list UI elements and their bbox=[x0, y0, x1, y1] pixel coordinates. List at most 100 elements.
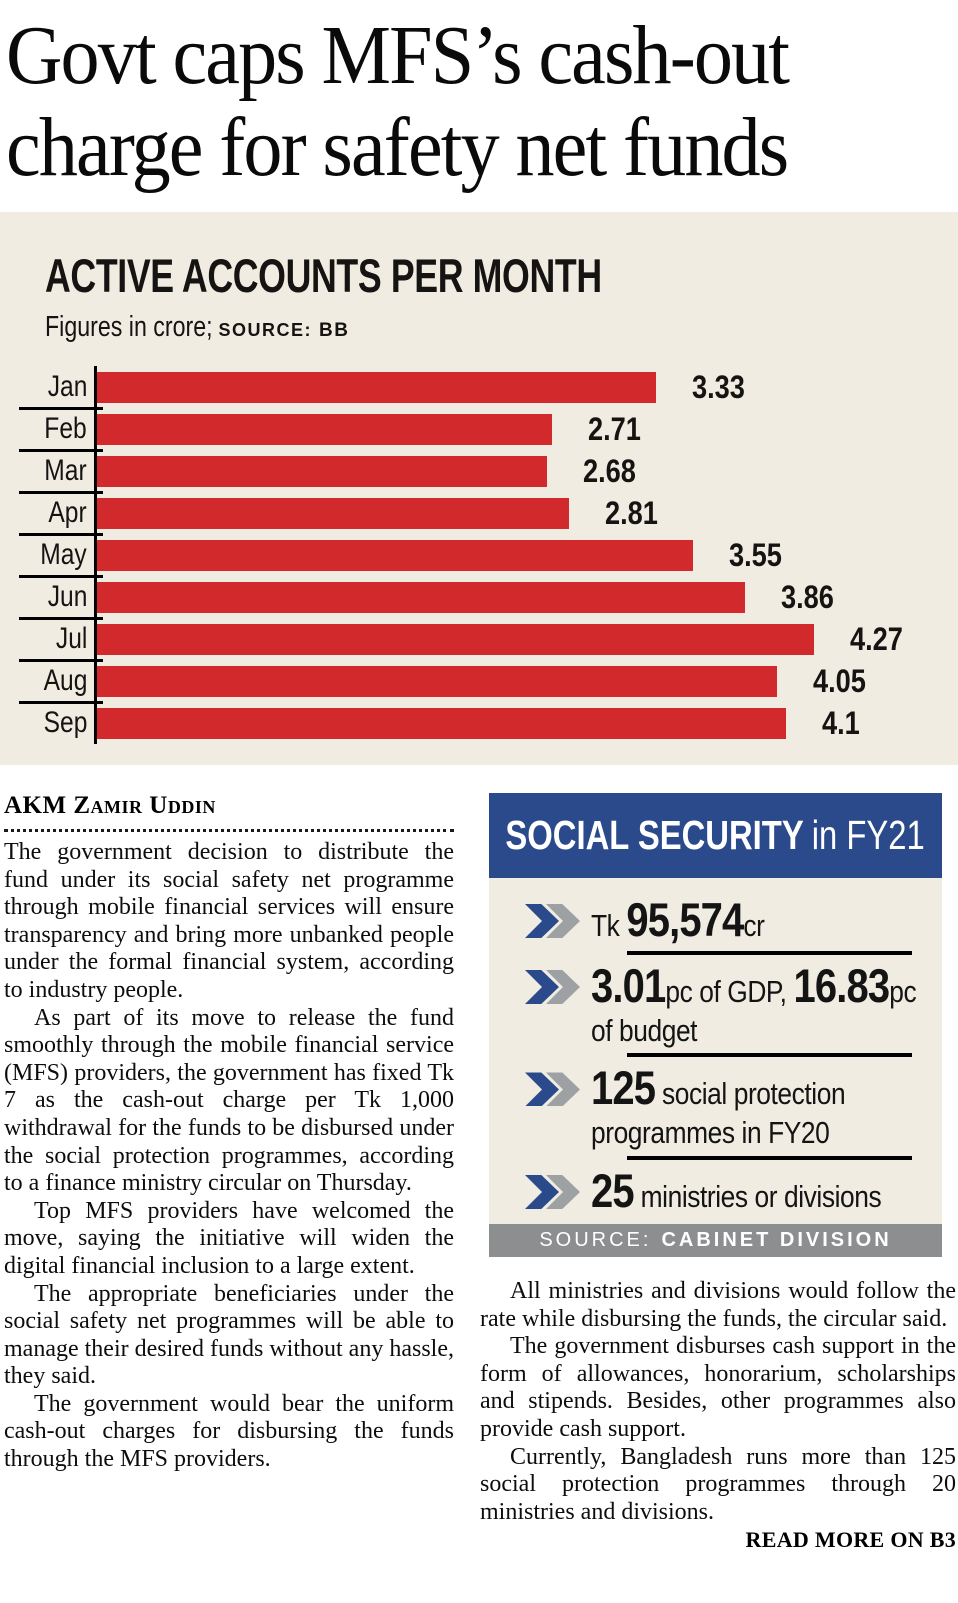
headline-line-1: Govt caps MFS’s cash-out bbox=[6, 9, 790, 102]
headline-block: Govt caps MFS’s cash-out charge for safe… bbox=[0, 0, 958, 212]
category-label: Jun bbox=[19, 574, 103, 618]
category-label: Jul bbox=[19, 616, 103, 660]
stat-text: 3.01pc of GDP, 16.83pc of budget bbox=[591, 958, 942, 1047]
stat-label: of budget bbox=[591, 1012, 698, 1048]
bar bbox=[97, 707, 786, 739]
chart-title: ACTIVE ACCOUNTS PER MONTH bbox=[45, 249, 602, 302]
stat-line: of budget bbox=[591, 1015, 916, 1047]
category-label-text: Mar bbox=[44, 454, 87, 487]
chart-source-value: BB bbox=[319, 320, 350, 341]
infobox-body: Tk 95,574cr 3.01pc of GDP, 16.83pc of budg… bbox=[489, 878, 942, 1224]
chart-row: Mar 2.68 bbox=[19, 448, 958, 492]
chart-subtitle: Figures in crore; SOURCE: BB bbox=[45, 311, 958, 344]
stat-divider bbox=[627, 1156, 912, 1161]
article-columns: AKM Zamir Uddin The government decision … bbox=[0, 765, 958, 1553]
paragraph: As part of its move to release the fund … bbox=[4, 1004, 454, 1197]
bar-value-label: 3.33 bbox=[692, 368, 745, 405]
infobox-source-bar: SOURCE: CABINET DIVISION bbox=[489, 1224, 942, 1257]
category-label-text: Apr bbox=[48, 496, 87, 529]
stat-line: 3.01pc of GDP, 16.83pc bbox=[591, 958, 917, 1012]
bar bbox=[97, 581, 745, 613]
chart-units-note: Figures in crore; bbox=[45, 311, 213, 343]
category-label-text: Sep bbox=[43, 706, 87, 739]
bar-value-label: 4.05 bbox=[813, 662, 866, 699]
stat-line: 25 ministries or divisions bbox=[591, 1164, 882, 1218]
bar-value-label: 3.55 bbox=[729, 536, 782, 573]
stat-item: 25 ministries or divisions bbox=[525, 1167, 912, 1215]
chart-row: May 3.55 bbox=[19, 532, 958, 576]
stat-label: social protection bbox=[655, 1076, 846, 1112]
paragraph: Top MFS providers have welcomed the move… bbox=[4, 1197, 454, 1279]
category-label-text: Feb bbox=[44, 412, 87, 445]
bar bbox=[97, 497, 569, 529]
bar-value-label: 4.27 bbox=[850, 620, 903, 657]
bar bbox=[97, 539, 693, 571]
infobox-header: SOCIAL SECURITY in FY21 bbox=[489, 793, 942, 878]
stat-line: programmes in FY20 bbox=[591, 1117, 864, 1149]
stat-item: 125 social protection programmes in FY20 bbox=[525, 1064, 912, 1149]
stat-line: Tk 95,574cr bbox=[591, 896, 864, 944]
stat-number: 25 bbox=[591, 1164, 635, 1218]
category-label: Sep bbox=[19, 700, 103, 744]
byline-divider bbox=[4, 829, 454, 832]
category-label-text: May bbox=[40, 538, 87, 571]
bar-chart: ACTIVE ACCOUNTS PER MONTH Figures in cro… bbox=[0, 212, 958, 765]
bar bbox=[97, 455, 547, 487]
infobox-source-label: SOURCE: bbox=[539, 1229, 652, 1251]
chart-row: Jun 3.86 bbox=[19, 574, 958, 618]
double-chevron-right-icon bbox=[525, 1175, 581, 1210]
category-label-text: Jul bbox=[55, 622, 87, 655]
bar-value-label: 2.81 bbox=[605, 494, 658, 531]
stat-divider bbox=[627, 950, 912, 955]
chart-row: Sep 4.1 bbox=[19, 700, 958, 744]
category-label: Aug bbox=[19, 658, 103, 702]
chart-row: Apr 2.81 bbox=[19, 490, 958, 534]
paragraph: All ministries and divisions would follo… bbox=[480, 1278, 956, 1332]
headline-line-2: charge for safety net funds bbox=[6, 101, 789, 194]
stat-divider bbox=[627, 1053, 912, 1058]
bar-value-label: 3.86 bbox=[781, 578, 834, 615]
category-label: Mar bbox=[19, 448, 103, 492]
stat-text: 125 social protection programmes in FY20 bbox=[591, 1064, 912, 1149]
category-label: Apr bbox=[19, 490, 103, 534]
paragraph: The government would bear the uniform ca… bbox=[4, 1390, 454, 1473]
stat-number: 95,574 bbox=[626, 893, 744, 946]
read-more-note: READ MORE ON B3 bbox=[745, 1527, 956, 1553]
chart-row: Feb 2.71 bbox=[19, 406, 958, 450]
double-chevron-right-icon bbox=[525, 904, 581, 938]
stat-number: 125 bbox=[591, 1061, 656, 1115]
stat-label: Tk bbox=[591, 908, 627, 943]
chart-rows: Jan 3.33 Feb 2.71 Mar 2.68 Apr 2.81 May 3.55 Jun 3.… bbox=[19, 366, 958, 744]
stat-label: pc of GDP, bbox=[665, 973, 794, 1009]
category-label: Feb bbox=[19, 406, 103, 450]
infobox-title-rest: in FY21 bbox=[812, 812, 926, 858]
paragraph: The government decision to distribute th… bbox=[4, 839, 454, 1003]
right-paragraphs: All ministries and divisions would follo… bbox=[480, 1278, 956, 1526]
chart-source-label: SOURCE: bbox=[218, 320, 313, 340]
stat-label: cr bbox=[743, 908, 765, 943]
article-right-column: SOCIAL SECURITY in FY21 Tk 95,574cr 3.01pc… bbox=[480, 791, 956, 1553]
double-chevron-right-icon bbox=[525, 1072, 581, 1107]
bar bbox=[97, 665, 777, 697]
double-chevron-right-icon bbox=[525, 969, 581, 1004]
paragraph: The appropriate beneficiaries under the … bbox=[4, 1280, 454, 1390]
byline: AKM Zamir Uddin bbox=[4, 792, 216, 819]
infobox-title: SOCIAL SECURITY in FY21 bbox=[506, 812, 925, 859]
category-label: Jan bbox=[45, 366, 97, 408]
chart-row: Jul 4.27 bbox=[19, 616, 958, 660]
category-label-text: Jan bbox=[47, 370, 87, 403]
category-label-text: Aug bbox=[43, 664, 87, 697]
infobox-source-value: CABINET DIVISION bbox=[661, 1229, 892, 1251]
stat-number: 16.83 bbox=[793, 958, 890, 1012]
bar-value-label: 2.71 bbox=[588, 410, 641, 447]
category-label: May bbox=[19, 532, 103, 576]
stat-text: Tk 95,574cr bbox=[591, 896, 912, 944]
bar-value-label: 2.68 bbox=[583, 452, 636, 489]
stat-text: 25 ministries or divisions bbox=[591, 1167, 932, 1215]
category-label-text: Jun bbox=[47, 580, 87, 613]
social-security-infobox: SOCIAL SECURITY in FY21 Tk 95,574cr 3.01pc… bbox=[489, 793, 942, 1257]
infobox-title-bold: SOCIAL SECURITY bbox=[505, 812, 805, 858]
headline: Govt caps MFS’s cash-out charge for safe… bbox=[6, 10, 958, 194]
stat-line: 125 social protection bbox=[591, 1064, 864, 1112]
bar bbox=[97, 623, 814, 655]
